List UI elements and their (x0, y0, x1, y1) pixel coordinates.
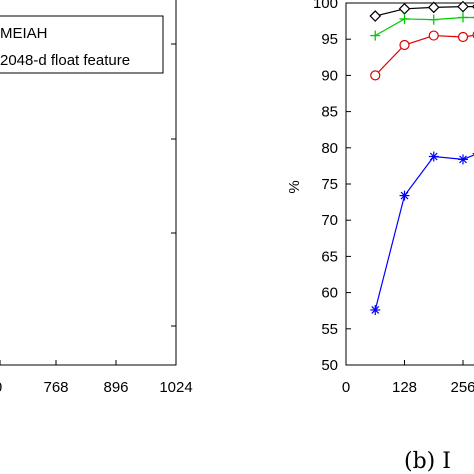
left-x-tick-label: 896 (103, 379, 128, 396)
right-series-line-3 (374, 154, 474, 311)
right-series-point-3 (458, 154, 468, 165)
right-series-line-2 (374, 34, 474, 76)
right-y-tick-label: 50 (321, 357, 338, 374)
left-x-tick-label: 1024 (159, 379, 192, 396)
right-series-point-1 (458, 12, 468, 23)
right-x-tick-label: 0 (342, 379, 350, 396)
right-series-point-1 (370, 30, 381, 41)
left-legend-box (0, 15, 164, 74)
right-y-tick-label: 70 (321, 212, 338, 229)
right-series-point-0 (398, 2, 411, 15)
right-chart: 50 55 60 65 70 75 80 85 90 95 100 0 128 256% (286, 0, 474, 396)
right-series-point-0 (369, 10, 382, 22)
right-series-point-0 (457, 0, 469, 13)
right-series-point-2 (457, 31, 469, 43)
right-x-tick-label: 256 (450, 379, 474, 396)
right-series-point-3 (399, 190, 410, 201)
right-series-point-2 (428, 30, 439, 41)
right-y-tick-label: 100 (313, 0, 338, 12)
right-series-point-3 (370, 304, 381, 315)
right-y-tick-label: 80 (321, 140, 338, 157)
right-series-point-1 (399, 13, 410, 24)
right-y-tick-label: 75 (321, 176, 338, 193)
left-plot-frame (0, 0, 177, 366)
right-series-line-1 (374, 16, 474, 37)
subfigure-caption: (b) I (404, 449, 451, 474)
right-plot-frame (345, 2, 474, 366)
right-x-tick-label: 128 (392, 379, 417, 396)
right-series-point-3 (428, 151, 439, 162)
right-series-point-0 (427, 1, 440, 14)
left-x-tick-label: 0 (0, 379, 2, 396)
right-y-axis-label: % (286, 180, 303, 193)
right-y-tick-label: 65 (321, 248, 338, 265)
right-y-tick-label: 60 (321, 285, 338, 302)
right-y-tick-label: 95 (321, 31, 338, 48)
left-x-tick-label: 768 (43, 379, 68, 396)
left-legend-entry: 2048-d float feature (0, 52, 130, 69)
right-y-tick-label: 90 (321, 67, 338, 84)
right-series-point-1 (428, 14, 439, 25)
left-legend: MEIAH 2048-d float feature (0, 15, 164, 74)
left-legend-entry: MEIAH (0, 25, 48, 42)
right-y-tick-label: 85 (321, 104, 338, 121)
right-y-tick-label: 55 (321, 321, 338, 338)
left-chart: 0 768 896 1024 MEIAH 2048-d float feature (0, 0, 193, 396)
right-series-point-2 (399, 39, 410, 51)
right-series-point-2 (370, 70, 381, 81)
